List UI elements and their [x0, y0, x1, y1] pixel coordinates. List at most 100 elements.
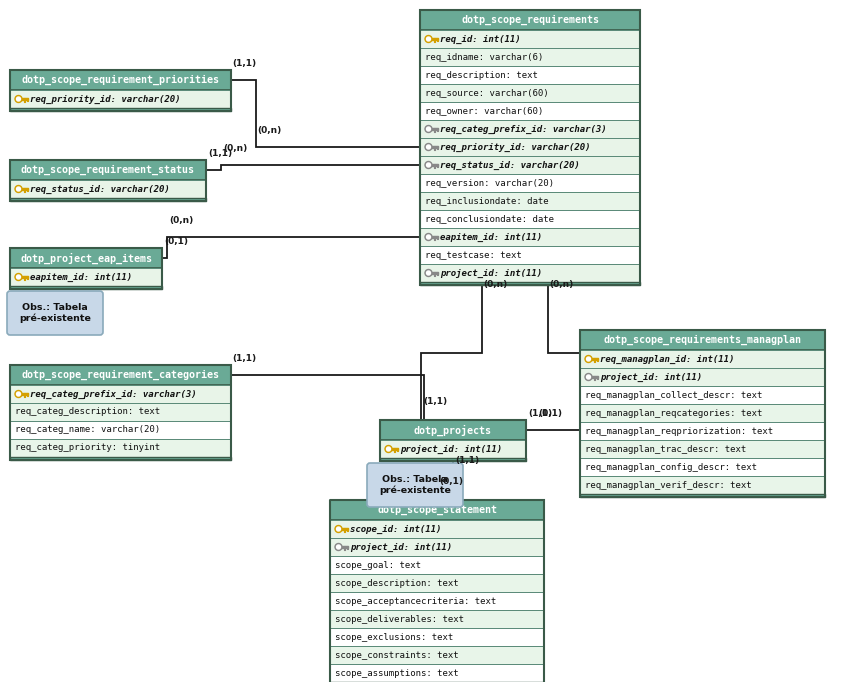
Circle shape	[426, 163, 431, 167]
Bar	[330, 628, 544, 646]
Bar	[420, 138, 640, 156]
FancyArrow shape	[391, 448, 398, 449]
Text: req_managplan_config_descr: text: req_managplan_config_descr: text	[585, 462, 757, 471]
Text: (0,n): (0,n)	[222, 144, 247, 153]
Text: req_categ_prefix_id: varchar(3): req_categ_prefix_id: varchar(3)	[440, 124, 607, 134]
FancyBboxPatch shape	[7, 291, 103, 335]
Bar	[580, 440, 825, 458]
Bar	[420, 282, 640, 285]
Circle shape	[17, 275, 20, 279]
Text: project_id: int(11): project_id: int(11)	[600, 372, 702, 381]
Text: (1,1): (1,1)	[208, 149, 232, 158]
Circle shape	[425, 125, 432, 132]
Text: scope_acceptancecriteria: text: scope_acceptancecriteria: text	[335, 597, 497, 606]
Bar	[420, 30, 640, 48]
Text: req_owner: varchar(60): req_owner: varchar(60)	[425, 106, 543, 115]
Text: req_categ_name: varchar(20): req_categ_name: varchar(20)	[15, 426, 160, 434]
Circle shape	[585, 355, 592, 363]
Circle shape	[426, 127, 431, 131]
Text: (1,1): (1,1)	[528, 409, 552, 418]
Bar	[10, 248, 162, 268]
Bar	[580, 368, 825, 386]
Text: (1,1): (1,1)	[233, 59, 256, 68]
Circle shape	[15, 273, 22, 280]
Text: dotp_scope_requirements: dotp_scope_requirements	[461, 15, 599, 25]
Bar	[580, 330, 825, 497]
Bar	[420, 174, 640, 192]
Bar	[10, 180, 206, 198]
FancyArrow shape	[431, 164, 438, 166]
Circle shape	[387, 447, 391, 451]
Bar	[10, 365, 231, 385]
Bar	[10, 160, 206, 180]
Bar	[330, 538, 544, 556]
FancyArrow shape	[591, 376, 598, 378]
Text: (1,1): (1,1)	[455, 456, 479, 465]
Text: (1,1): (1,1)	[233, 354, 256, 363]
Text: Obs.: Tabela
pré-existente: Obs.: Tabela pré-existente	[19, 303, 91, 323]
Bar	[10, 248, 162, 289]
Circle shape	[15, 186, 22, 192]
Circle shape	[337, 527, 340, 531]
Circle shape	[425, 143, 432, 151]
Bar	[10, 439, 231, 457]
Text: scope_goal: text: scope_goal: text	[335, 561, 421, 569]
FancyArrow shape	[21, 276, 28, 278]
Circle shape	[17, 97, 20, 101]
Circle shape	[15, 95, 22, 102]
Bar	[420, 84, 640, 102]
Bar	[380, 420, 526, 440]
Bar	[330, 664, 544, 682]
Text: req_status_id: varchar(20): req_status_id: varchar(20)	[440, 160, 580, 170]
Text: dotp_scope_statement: dotp_scope_statement	[377, 505, 497, 515]
Bar	[580, 386, 825, 404]
Bar	[10, 198, 206, 201]
Bar	[580, 458, 825, 476]
Text: req_description: text: req_description: text	[425, 70, 538, 80]
Bar	[380, 420, 526, 461]
FancyArrow shape	[341, 546, 348, 548]
Circle shape	[425, 35, 432, 42]
Text: req_idname: varchar(6): req_idname: varchar(6)	[425, 53, 543, 61]
Text: req_managplan_reqcategories: text: req_managplan_reqcategories: text	[585, 409, 762, 417]
Circle shape	[586, 375, 591, 379]
Bar	[420, 246, 640, 264]
Text: req_testcase: text: req_testcase: text	[425, 250, 522, 259]
Bar	[10, 365, 231, 460]
Circle shape	[425, 269, 432, 276]
Circle shape	[425, 233, 432, 241]
Bar	[10, 160, 206, 201]
Bar	[420, 228, 640, 246]
Bar	[10, 70, 231, 90]
Text: req_version: varchar(20): req_version: varchar(20)	[425, 179, 554, 188]
Text: req_managplan_trac_descr: text: req_managplan_trac_descr: text	[585, 445, 746, 454]
Bar	[420, 264, 640, 282]
Text: dotp_scope_requirement_status: dotp_scope_requirement_status	[21, 165, 195, 175]
Circle shape	[337, 545, 340, 549]
Bar	[580, 350, 825, 368]
Circle shape	[426, 145, 431, 149]
Text: dotp_projects: dotp_projects	[414, 424, 492, 436]
Text: dotp_scope_requirement_priorities: dotp_scope_requirement_priorities	[21, 75, 219, 85]
Circle shape	[17, 392, 20, 396]
Text: scope_id: int(11): scope_id: int(11)	[350, 524, 442, 533]
Text: project_id: int(11): project_id: int(11)	[400, 445, 503, 454]
Circle shape	[425, 162, 432, 168]
FancyArrow shape	[431, 236, 438, 238]
Text: scope_deliverables: text: scope_deliverables: text	[335, 614, 464, 623]
Bar	[420, 10, 640, 285]
FancyArrow shape	[431, 38, 438, 40]
Bar	[420, 102, 640, 120]
Text: (0,n): (0,n)	[484, 280, 508, 289]
Text: (0,n): (0,n)	[257, 126, 282, 135]
Bar	[10, 421, 231, 439]
Bar	[10, 70, 231, 111]
Bar	[420, 210, 640, 228]
Bar	[10, 403, 231, 421]
Circle shape	[585, 374, 592, 381]
FancyArrow shape	[591, 358, 598, 359]
Text: eapitem_id: int(11): eapitem_id: int(11)	[440, 233, 542, 241]
FancyArrow shape	[431, 272, 438, 273]
FancyArrow shape	[431, 128, 438, 130]
Bar	[580, 422, 825, 440]
